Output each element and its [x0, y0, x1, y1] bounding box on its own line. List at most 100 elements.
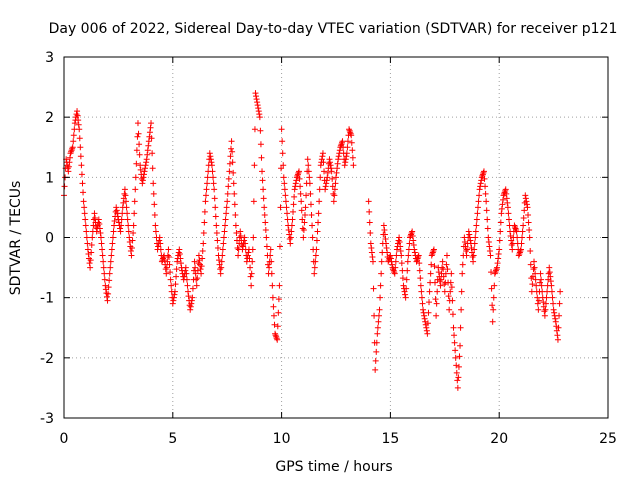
data-point	[550, 306, 557, 313]
data-point	[531, 264, 538, 271]
data-point	[367, 240, 374, 247]
data-point	[291, 186, 298, 193]
data-point	[258, 154, 265, 161]
data-point	[144, 151, 151, 158]
data-point	[193, 282, 200, 289]
data-point	[324, 174, 331, 181]
data-point	[148, 120, 155, 127]
data-point	[274, 336, 281, 343]
data-point	[430, 246, 437, 253]
data-point	[107, 258, 114, 265]
data-point	[471, 246, 478, 253]
data-point	[192, 264, 199, 271]
data-point	[455, 374, 462, 381]
data-point	[454, 384, 461, 391]
data-point	[163, 270, 170, 277]
data-point	[137, 166, 144, 173]
data-point	[383, 240, 390, 247]
data-point	[196, 257, 203, 264]
data-point	[378, 270, 385, 277]
data-point	[167, 276, 174, 283]
data-point	[517, 246, 524, 253]
data-point	[164, 258, 171, 265]
data-point	[427, 270, 434, 277]
data-point	[167, 269, 174, 276]
y-tick-label: 1	[45, 170, 54, 186]
data-point	[348, 132, 355, 139]
data-point	[534, 294, 541, 301]
data-point	[182, 264, 189, 271]
data-point	[194, 275, 201, 282]
data-point	[189, 285, 196, 292]
data-point	[435, 269, 442, 276]
data-point	[326, 156, 333, 163]
data-point	[256, 114, 263, 121]
data-point	[410, 242, 417, 249]
data-point	[199, 248, 206, 255]
data-point	[547, 273, 554, 280]
data-point	[275, 309, 282, 316]
y-tick-label: 0	[45, 231, 54, 247]
data-point	[489, 302, 496, 309]
data-point	[403, 285, 410, 292]
data-point	[269, 294, 276, 301]
data-point	[527, 261, 534, 268]
data-point	[328, 165, 335, 172]
data-point	[367, 229, 374, 236]
data-point	[525, 211, 532, 218]
data-point	[268, 258, 275, 265]
data-point	[118, 222, 125, 229]
data-point	[494, 264, 501, 271]
data-point	[237, 228, 244, 235]
chart-title: Day 006 of 2022, Sidereal Day-to-day VTE…	[49, 21, 618, 37]
data-point	[315, 219, 322, 226]
data-point	[96, 220, 103, 227]
data-point	[483, 198, 490, 205]
data-point	[223, 204, 230, 211]
data-point	[65, 163, 72, 170]
data-point	[523, 201, 530, 208]
data-point	[120, 199, 127, 206]
x-tick-label: 5	[168, 431, 177, 447]
data-point	[492, 267, 499, 274]
data-point	[297, 190, 304, 197]
data-point	[522, 195, 529, 202]
data-point	[222, 222, 229, 229]
data-point	[267, 246, 274, 253]
data-point	[103, 293, 110, 300]
data-point	[149, 165, 156, 172]
data-point	[433, 312, 440, 319]
data-point	[365, 198, 372, 205]
data-point	[135, 130, 142, 137]
data-point	[336, 147, 343, 154]
data-point	[529, 273, 536, 280]
data-point	[300, 226, 307, 233]
data-point	[81, 210, 88, 217]
data-point	[192, 270, 199, 277]
data-point	[342, 159, 349, 166]
data-point	[136, 141, 143, 148]
data-point	[541, 312, 548, 319]
data-point	[538, 276, 545, 283]
data-point	[484, 216, 491, 223]
data-point	[262, 219, 269, 226]
data-point	[301, 219, 308, 226]
data-point	[139, 180, 146, 187]
data-point	[534, 300, 541, 307]
data-point	[313, 237, 320, 244]
data-point	[381, 231, 388, 238]
data-point	[509, 246, 516, 253]
data-point	[292, 180, 299, 187]
data-point	[174, 258, 181, 265]
data-point	[542, 300, 549, 307]
data-point	[231, 201, 238, 208]
data-point	[502, 186, 509, 193]
data-point	[156, 237, 163, 244]
data-point	[260, 195, 267, 202]
data-point	[454, 377, 461, 384]
data-point	[69, 144, 76, 151]
data-point	[248, 282, 255, 289]
data-point	[102, 282, 109, 289]
data-point	[187, 306, 194, 313]
data-point	[411, 249, 418, 256]
